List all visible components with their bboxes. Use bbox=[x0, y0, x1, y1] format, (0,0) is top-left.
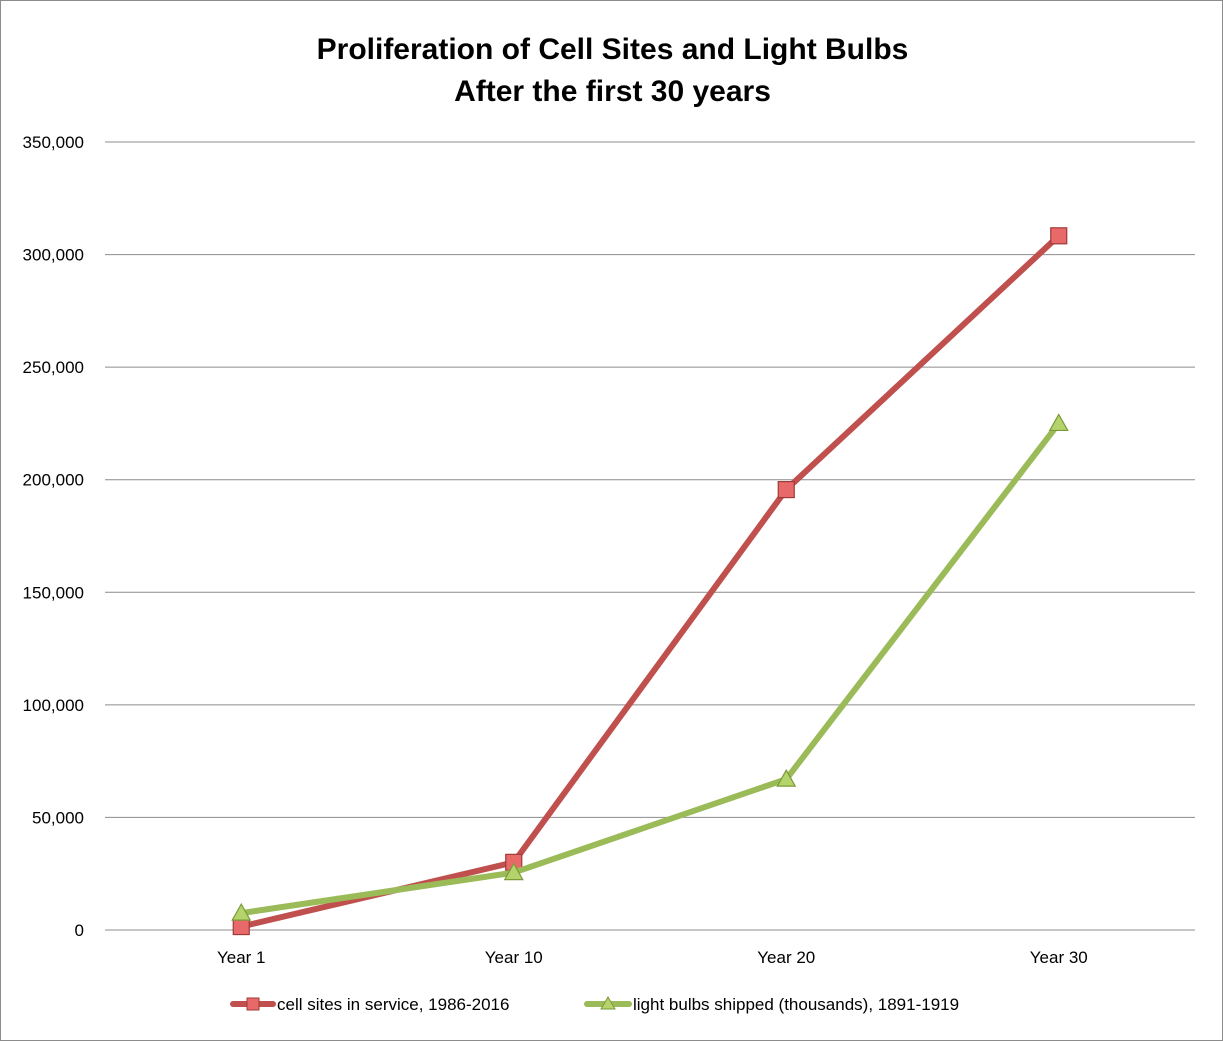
x-tick-label: Year 20 bbox=[757, 948, 815, 967]
legend-marker-2 bbox=[600, 996, 616, 1010]
data-point-series-1 bbox=[232, 917, 250, 936]
x-tick-label: Year 1 bbox=[217, 948, 266, 967]
chart-title-line-2: After the first 30 years bbox=[454, 75, 771, 108]
y-tick-label: 250,000 bbox=[23, 358, 84, 377]
y-tick-label: 100,000 bbox=[23, 696, 84, 715]
y-tick-label: 300,000 bbox=[23, 246, 84, 265]
data-point-series-2 bbox=[776, 768, 797, 787]
y-tick-label: 350,000 bbox=[23, 133, 84, 152]
x-tick-label: Year 30 bbox=[1030, 948, 1088, 967]
legend-label-2: light bulbs shipped (thousands), 1891-19… bbox=[633, 995, 959, 1014]
y-tick-label: 200,000 bbox=[23, 471, 84, 490]
chart-title: Proliferation of Cell Sites and Light Bu… bbox=[1, 29, 1223, 113]
legend-label-1: cell sites in service, 1986-2016 bbox=[277, 995, 509, 1014]
data-point-series-1 bbox=[777, 480, 795, 499]
x-tick-label: Year 10 bbox=[485, 948, 543, 967]
data-point-series-2 bbox=[1048, 413, 1069, 432]
data-point-series-2 bbox=[503, 862, 524, 881]
data-point-series-2 bbox=[231, 902, 252, 921]
y-tick-label: 50,000 bbox=[32, 808, 84, 827]
chart-title-line-1: Proliferation of Cell Sites and Light Bu… bbox=[316, 33, 909, 66]
legend-marker-1 bbox=[246, 997, 260, 1011]
y-tick-label: 0 bbox=[75, 921, 84, 940]
data-point-series-1 bbox=[1050, 227, 1068, 245]
y-tick-label: 150,000 bbox=[23, 583, 84, 602]
series-line-2 bbox=[238, 420, 1062, 917]
